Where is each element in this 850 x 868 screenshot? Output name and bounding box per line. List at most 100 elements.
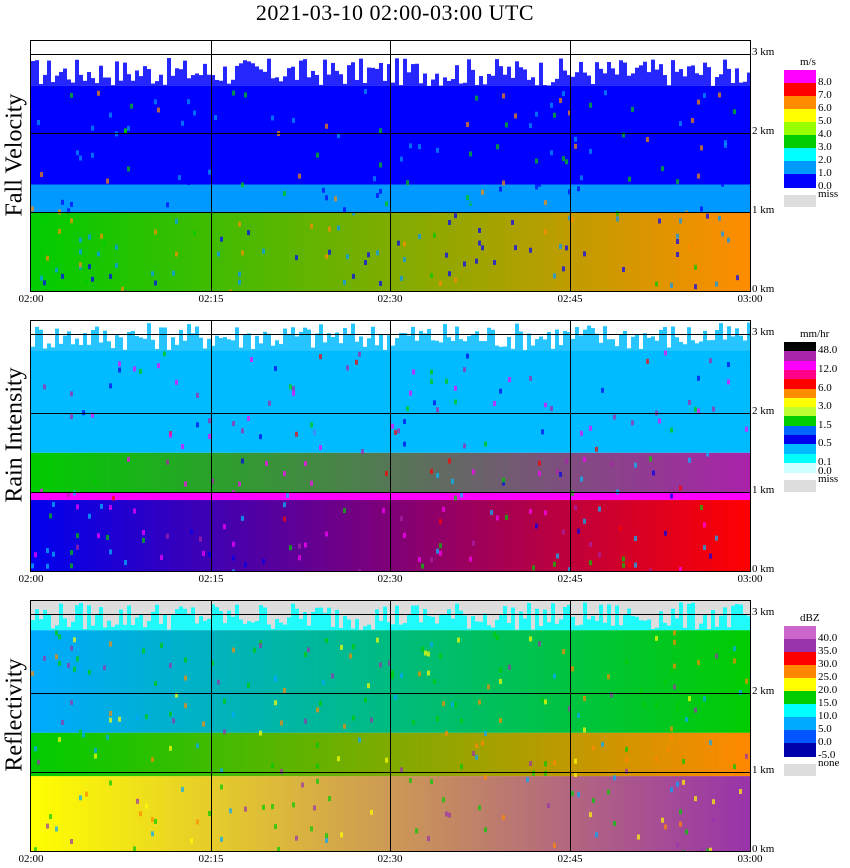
heatmap-cell bbox=[52, 501, 55, 507]
heatmap-cell bbox=[340, 153, 343, 159]
heatmap-cell bbox=[157, 107, 160, 113]
heatmap-cell bbox=[203, 63, 207, 86]
heatmap-cell bbox=[181, 444, 184, 450]
heatmap-cell bbox=[454, 213, 457, 219]
heatmap-cell bbox=[291, 603, 295, 631]
heatmap-cell bbox=[298, 173, 301, 179]
heatmap-cell bbox=[304, 718, 307, 724]
heatmap-cell bbox=[700, 145, 703, 151]
legend-swatch bbox=[784, 83, 816, 97]
heatmap-cell bbox=[127, 605, 131, 631]
heatmap-cell bbox=[478, 240, 481, 246]
heatmap-cell bbox=[467, 336, 471, 351]
heatmap-cell bbox=[694, 264, 697, 270]
heatmap-cell bbox=[267, 624, 271, 631]
heatmap-cell bbox=[610, 692, 613, 698]
x-tick-label: 02:00 bbox=[18, 293, 44, 305]
heatmap-cell bbox=[238, 481, 241, 487]
heatmap-cell bbox=[247, 230, 250, 236]
heatmap-cell bbox=[739, 789, 742, 795]
heatmap-cell bbox=[280, 768, 283, 774]
heatmap-cell bbox=[484, 774, 487, 780]
heatmap-cell bbox=[527, 79, 531, 86]
heatmap-cell bbox=[430, 468, 433, 474]
heatmap-cell bbox=[135, 617, 139, 631]
heatmap-cell bbox=[171, 337, 175, 351]
heatmap-cell bbox=[688, 457, 691, 463]
heatmap-cell bbox=[283, 471, 286, 477]
grid-line-horizontal bbox=[31, 693, 750, 695]
heatmap-cell bbox=[659, 611, 663, 631]
heatmap-cell bbox=[79, 665, 82, 671]
heatmap-cell bbox=[115, 263, 118, 269]
heatmap-cell bbox=[580, 430, 583, 436]
heatmap-cell bbox=[328, 432, 331, 438]
heatmap-cell bbox=[70, 92, 73, 98]
heatmap-cell bbox=[499, 388, 502, 394]
heatmap-cell bbox=[421, 646, 424, 652]
heatmap-cell bbox=[683, 344, 687, 351]
heatmap-cell bbox=[643, 620, 647, 631]
heatmap-cell bbox=[526, 112, 529, 118]
heatmap-cell bbox=[215, 607, 219, 631]
heatmap-cell bbox=[502, 480, 505, 486]
heatmap-cell bbox=[202, 550, 205, 556]
heatmap-cell bbox=[59, 71, 63, 86]
heatmap-cell bbox=[40, 275, 43, 281]
legend-swatch bbox=[784, 639, 816, 653]
heatmap-cell bbox=[599, 68, 603, 86]
heatmap-cell bbox=[364, 260, 367, 266]
heatmap-cell bbox=[445, 811, 448, 817]
heatmap-cell bbox=[391, 624, 395, 631]
heatmap-cell bbox=[259, 605, 263, 631]
heatmap-cell bbox=[55, 267, 58, 273]
heatmap-cell bbox=[303, 611, 307, 631]
heatmap-cell bbox=[88, 513, 91, 519]
heatmap-cell bbox=[565, 458, 568, 464]
heatmap-cell bbox=[87, 72, 91, 86]
heatmap-cell bbox=[409, 390, 412, 396]
heatmap-cell bbox=[400, 516, 403, 522]
heatmap-cell bbox=[323, 612, 327, 631]
heatmap-cell bbox=[289, 384, 292, 390]
heatmap-cell bbox=[325, 833, 328, 839]
x-tick-label: 02:30 bbox=[377, 573, 403, 585]
heatmap-cell bbox=[163, 351, 166, 357]
heatmap-cell bbox=[367, 252, 370, 258]
legend-value: 40.0 bbox=[818, 632, 838, 644]
legend-unit: m/s bbox=[800, 56, 816, 68]
heatmap-cell bbox=[625, 768, 628, 774]
heatmap-cell bbox=[181, 786, 184, 792]
heatmap-cell bbox=[112, 495, 115, 501]
heatmap-cell bbox=[46, 255, 49, 261]
heatmap-cell bbox=[675, 337, 679, 351]
heatmap-cell bbox=[419, 622, 423, 631]
heatmap-cell bbox=[532, 770, 535, 776]
heatmap-cell bbox=[61, 719, 64, 725]
heatmap-cell bbox=[607, 415, 610, 421]
heatmap-cell bbox=[451, 406, 454, 412]
heatmap-cell bbox=[283, 516, 286, 522]
heatmap-cell bbox=[55, 75, 59, 86]
heatmap-cell bbox=[95, 83, 99, 86]
heatmap-cell bbox=[535, 184, 538, 190]
heatmap-cell bbox=[598, 506, 601, 512]
heatmap-cell bbox=[544, 510, 547, 516]
heatmap-cell bbox=[109, 710, 112, 716]
heatmap-cell bbox=[508, 664, 511, 670]
heatmap-cell bbox=[433, 232, 436, 238]
heatmap-cell bbox=[463, 367, 466, 373]
heatmap-cell bbox=[370, 809, 373, 815]
heatmap-cell bbox=[139, 76, 143, 86]
heatmap-cell bbox=[583, 518, 586, 524]
heatmap-cell bbox=[184, 481, 187, 487]
heatmap-cell bbox=[454, 495, 457, 501]
heatmap-cell bbox=[214, 115, 217, 121]
heatmap-cell bbox=[340, 644, 343, 650]
heatmap-cell bbox=[58, 228, 61, 234]
heatmap-cell bbox=[443, 324, 447, 351]
heatmap-cell bbox=[79, 795, 82, 801]
heatmap-cell bbox=[179, 69, 183, 86]
heatmap-cell bbox=[307, 625, 311, 631]
heatmap-cell bbox=[219, 338, 223, 351]
